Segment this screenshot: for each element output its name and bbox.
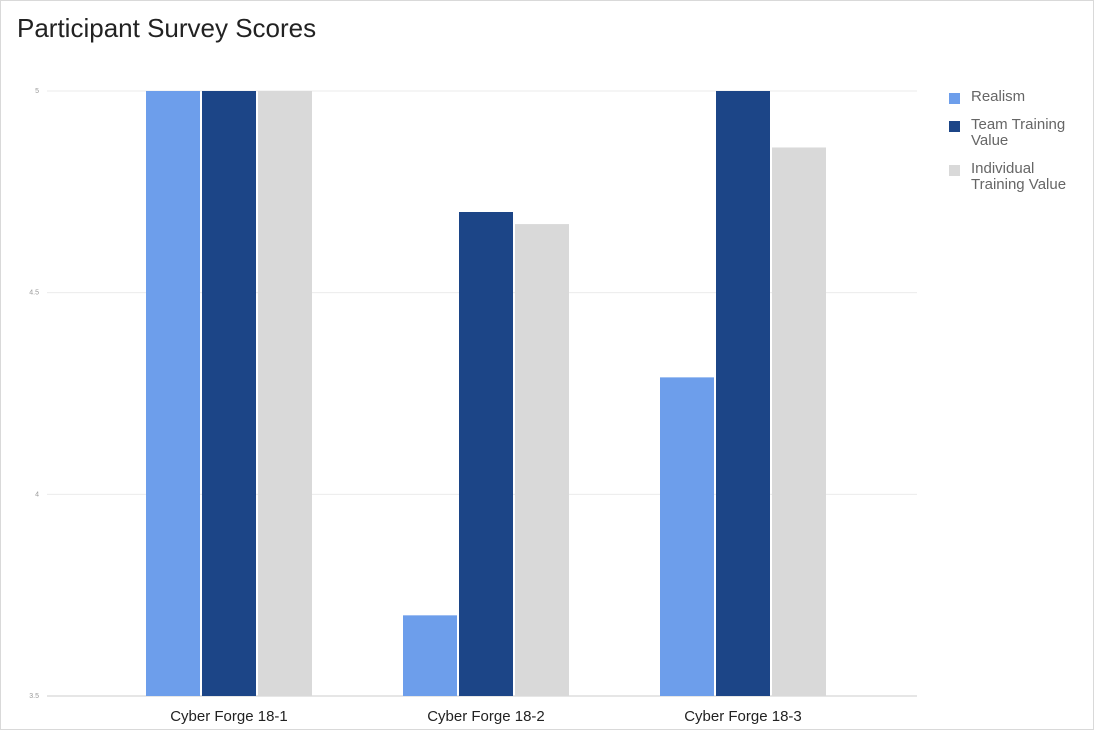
bar-team-training-value: [716, 91, 770, 696]
legend-item: Individual Training Value: [949, 161, 1089, 193]
bar-realism: [146, 91, 200, 696]
y-tick-label: 4: [35, 491, 39, 498]
legend-swatch: [949, 93, 960, 104]
bar-individual-training-value: [258, 91, 312, 696]
bar-individual-training-value: [515, 224, 569, 696]
y-tick-label: 4.5: [29, 290, 39, 297]
bars: [146, 91, 826, 696]
chart-title: Participant Survey Scores: [17, 13, 317, 43]
bar-realism: [660, 377, 714, 696]
legend-label: Realism: [971, 88, 1026, 105]
legend-label: Team Training Value: [971, 116, 1066, 149]
bar-team-training-value: [202, 91, 256, 696]
bar-realism: [403, 615, 457, 696]
legend-label: Individual Training Value: [971, 160, 1067, 193]
legend: Realism Team Training Value Individual Tra…: [949, 89, 1089, 205]
legend-swatch: [949, 121, 960, 132]
x-category-label: Cyber Forge 18-2: [427, 708, 545, 725]
x-axis-categories: Cyber Forge 18-1 Cyber Forge 18-2 Cyber Fo…: [170, 708, 802, 725]
legend-swatch: [949, 165, 960, 176]
x-category-label: Cyber Forge 18-1: [170, 708, 288, 725]
legend-item: Team Training Value: [949, 117, 1089, 149]
y-tick-label: 3.5: [29, 693, 39, 700]
bar-team-training-value: [459, 212, 513, 696]
bar-individual-training-value: [772, 147, 826, 696]
x-category-label: Cyber Forge 18-3: [684, 708, 802, 725]
y-tick-label: 5: [35, 88, 39, 95]
legend-item: Realism: [949, 89, 1089, 105]
y-axis-ticks: 3.5 4 4.5 5: [29, 88, 39, 700]
